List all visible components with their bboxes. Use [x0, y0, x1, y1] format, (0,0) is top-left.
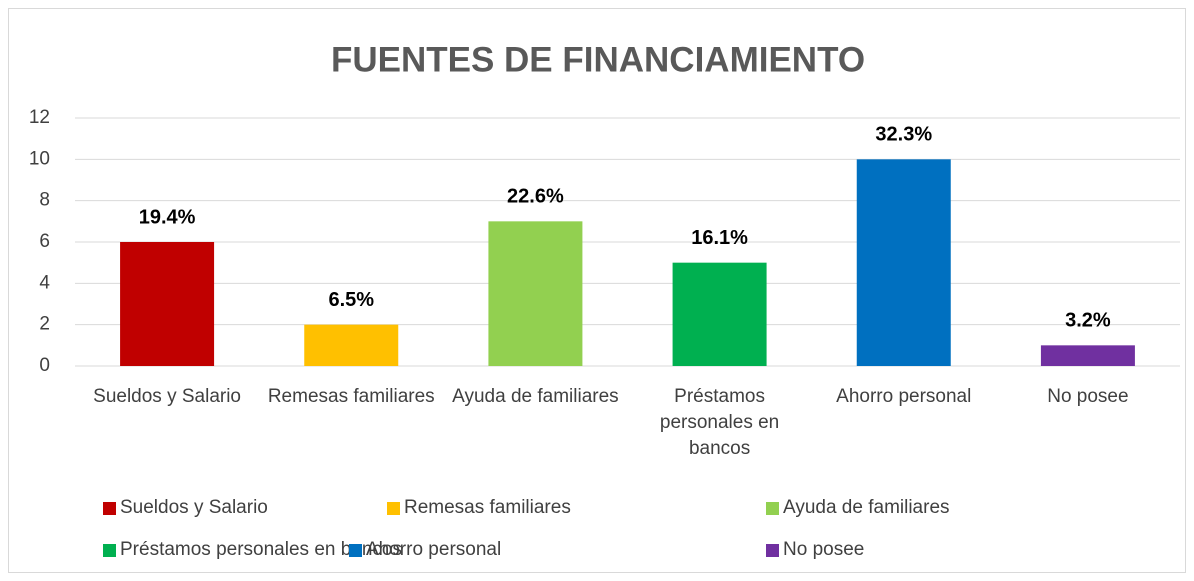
legend-label: Ayuda de familiares	[783, 497, 950, 518]
bar	[120, 242, 215, 366]
legend-swatch	[766, 543, 779, 557]
y-tick-label: 6	[39, 231, 50, 252]
data-label: 3.2%	[1065, 310, 1111, 332]
legend-swatch	[349, 543, 362, 557]
legend-item: Ahorro personal	[349, 539, 501, 561]
data-label: 19.4%	[139, 206, 196, 228]
bar	[856, 159, 951, 366]
x-tick-label: Préstamos personales en bancos	[659, 386, 780, 459]
legend-label: No posee	[783, 539, 865, 560]
legend-label: Sueldos y Salario	[120, 497, 268, 518]
y-tick-label: 8	[39, 190, 50, 211]
x-tick-label: Ahorro personal	[836, 386, 972, 407]
legend-swatch	[103, 543, 116, 557]
chart-frame	[8, 8, 1186, 573]
bar	[488, 221, 583, 366]
x-tick-label: Remesas familiares	[267, 386, 435, 407]
legend-item: Remesas familiares	[387, 497, 571, 519]
data-label: 6.5%	[328, 289, 374, 311]
legend-label: Ahorro personal	[366, 539, 502, 560]
legend-swatch	[103, 501, 116, 515]
bar	[672, 262, 767, 366]
bar	[1040, 345, 1135, 366]
legend-item: No posee	[766, 539, 864, 561]
x-tick-label: Ayuda de familiares	[452, 386, 619, 407]
legend-label: Préstamos personales en bancos	[120, 539, 402, 560]
legend-item: Préstamos personales en bancos	[103, 539, 402, 561]
legend-swatch	[387, 501, 400, 515]
y-tick-label: 2	[39, 314, 50, 335]
legend-label: Remesas familiares	[404, 497, 571, 518]
data-label: 22.6%	[507, 186, 564, 208]
x-tick-label: Sueldos y Salario	[93, 386, 242, 407]
legend-item: Sueldos y Salario	[103, 497, 268, 519]
legend-item: Ayuda de familiares	[766, 497, 950, 519]
data-label: 16.1%	[691, 227, 748, 249]
y-tick-label: 0	[39, 355, 50, 376]
y-tick-label: 10	[29, 148, 50, 169]
y-tick-label: 4	[39, 272, 50, 293]
x-tick-label: No posee	[1047, 386, 1129, 407]
legend-swatch	[766, 501, 779, 515]
y-tick-label: 12	[29, 107, 50, 128]
bar	[304, 324, 399, 366]
chart-title: FUENTES DE FINANCIAMIENTO	[331, 40, 865, 79]
data-label: 32.3%	[875, 124, 932, 146]
